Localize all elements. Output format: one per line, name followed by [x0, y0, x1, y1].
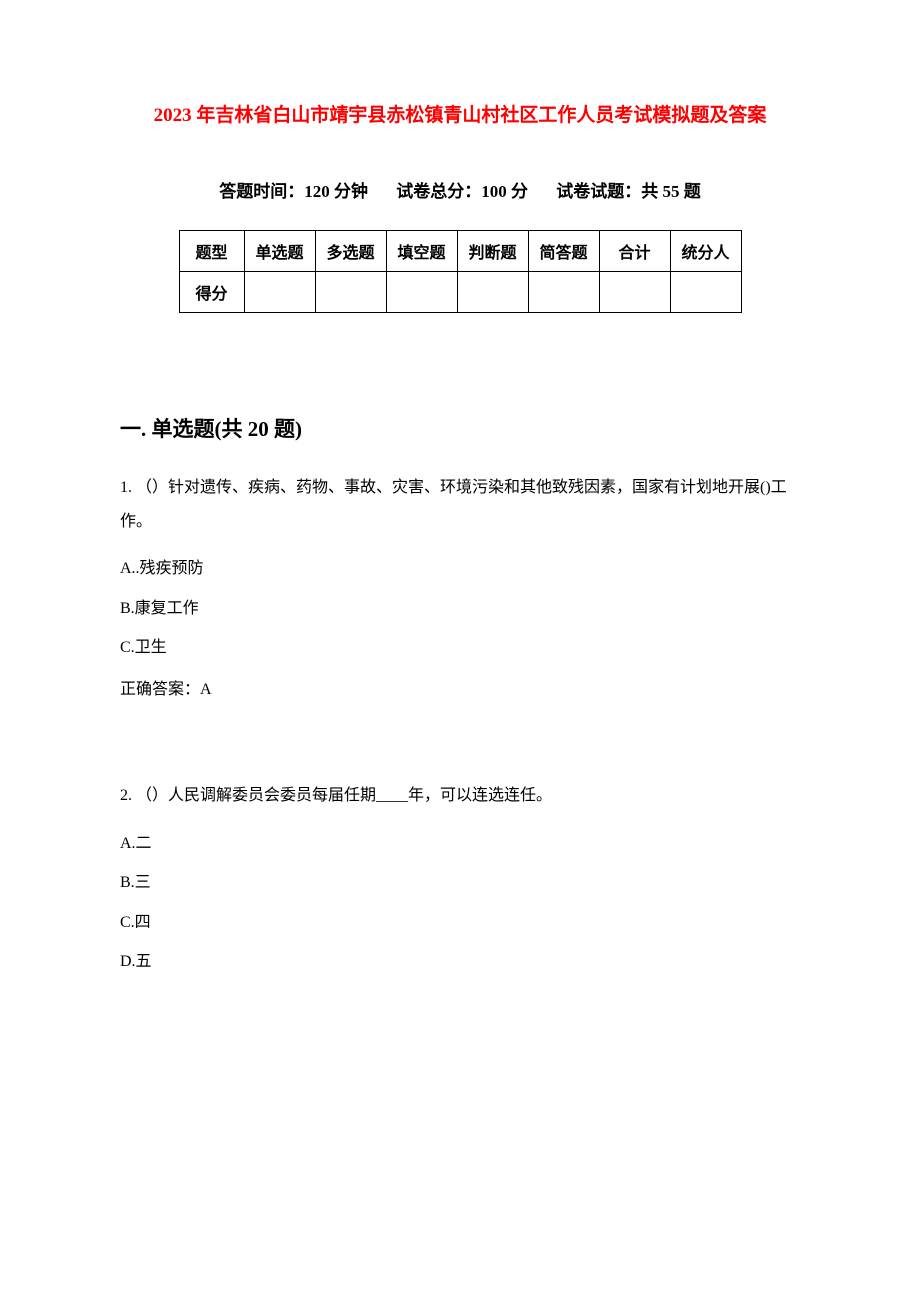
option-item: C.四 — [120, 910, 800, 936]
score-cell — [386, 272, 457, 313]
score-cell — [528, 272, 599, 313]
score-header-cell: 填空题 — [386, 231, 457, 272]
score-cell — [670, 272, 741, 313]
question-text: （）人民调解委员会委员每届任期____年，可以连选连任。 — [136, 787, 552, 804]
page-root: 2023 年吉林省白山市靖宇县赤松镇青山村社区工作人员考试模拟题及答案 答题时间… — [0, 0, 920, 1302]
score-header-cell: 判断题 — [457, 231, 528, 272]
score-header-cell: 统分人 — [670, 231, 741, 272]
option-item: B.三 — [120, 870, 800, 896]
score-cell — [457, 272, 528, 313]
score-header-cell: 多选题 — [315, 231, 386, 272]
section-heading: 一. 单选题(共 20 题) — [120, 413, 800, 443]
score-header-cell: 合计 — [599, 231, 670, 272]
question-stem: 1. （）针对遗传、疾病、药物、事故、灾害、环境污染和其他致残因素，国家有计划地… — [120, 471, 800, 538]
option-item: D.五 — [120, 949, 800, 975]
option-item: A..残疾预防 — [120, 556, 800, 582]
option-item: C.卫生 — [120, 635, 800, 661]
score-row-label: 得分 — [179, 272, 244, 313]
question-index: 1. — [120, 479, 132, 496]
meta-count: 试卷试题：共 55 题 — [556, 182, 701, 201]
table-row: 得分 — [179, 272, 741, 313]
score-cell — [599, 272, 670, 313]
question-text: （）针对遗传、疾病、药物、事故、灾害、环境污染和其他致残因素，国家有计划地开展(… — [120, 479, 787, 530]
answer-label: 正确答案：A — [120, 675, 800, 699]
meta-total: 试卷总分：100 分 — [396, 182, 528, 201]
exam-meta: 答题时间：120 分钟 试卷总分：100 分 试卷试题：共 55 题 — [120, 177, 800, 202]
score-cell — [315, 272, 386, 313]
question-index: 2. — [120, 787, 132, 804]
question-stem: 2. （）人民调解委员会委员每届任期____年，可以连选连任。 — [120, 779, 800, 813]
table-row: 题型 单选题 多选题 填空题 判断题 简答题 合计 统分人 — [179, 231, 741, 272]
option-item: B.康复工作 — [120, 596, 800, 622]
meta-time: 答题时间：120 分钟 — [219, 182, 368, 201]
score-table: 题型 单选题 多选题 填空题 判断题 简答题 合计 统分人 得分 — [179, 230, 742, 313]
option-item: A.二 — [120, 831, 800, 857]
exam-title: 2023 年吉林省白山市靖宇县赤松镇青山村社区工作人员考试模拟题及答案 — [120, 100, 800, 127]
spacer — [120, 739, 800, 779]
score-header-cell: 题型 — [179, 231, 244, 272]
score-header-cell: 单选题 — [244, 231, 315, 272]
score-cell — [244, 272, 315, 313]
score-header-cell: 简答题 — [528, 231, 599, 272]
